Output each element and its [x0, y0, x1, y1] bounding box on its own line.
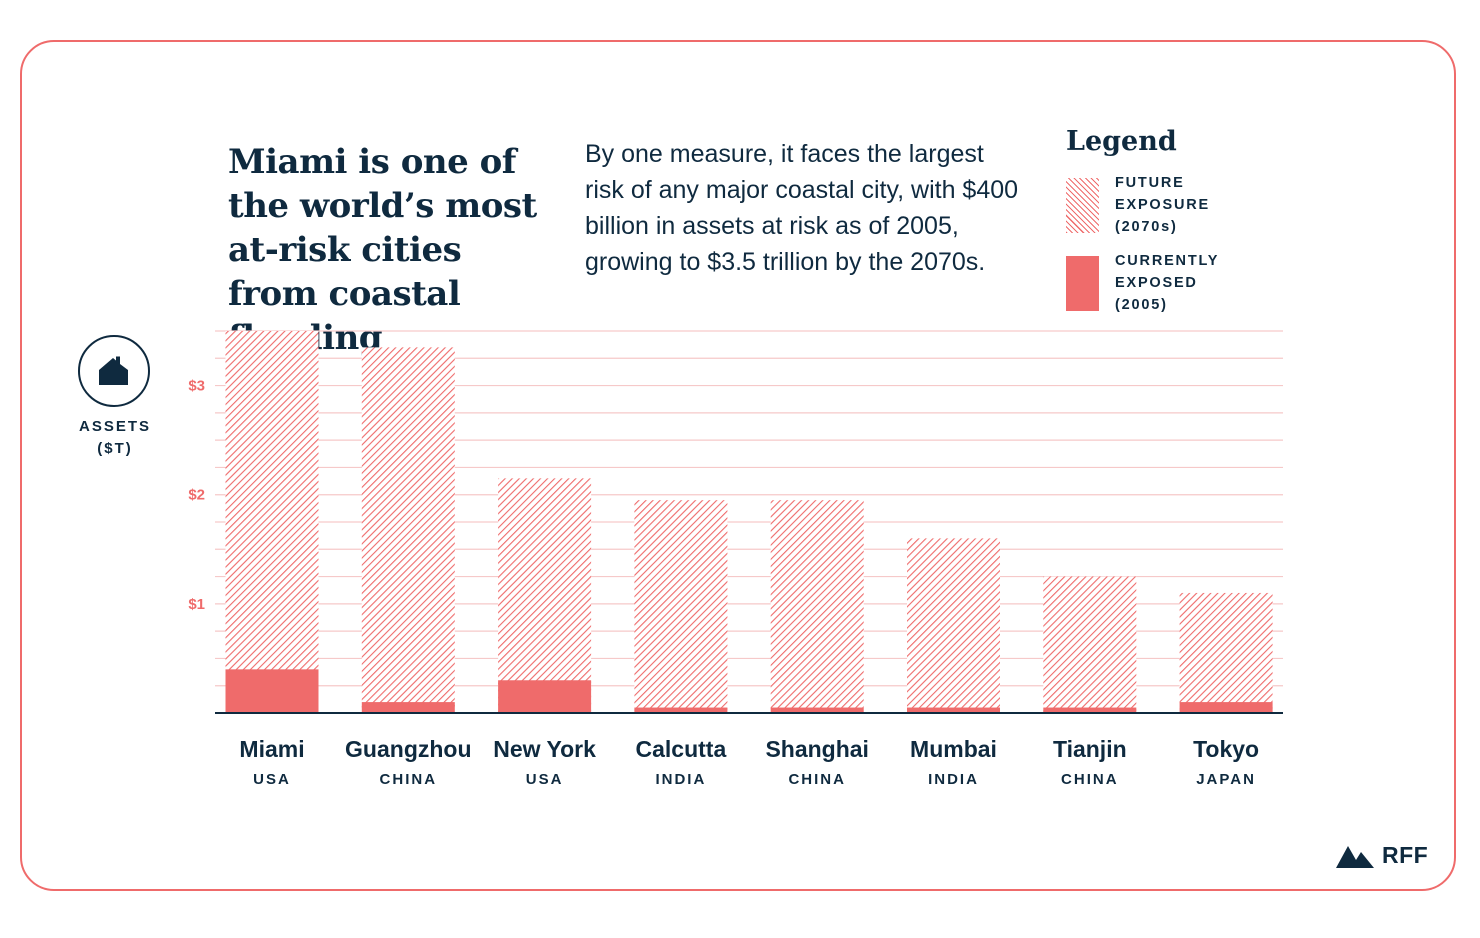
legend-current-line-1: CURRENTLY — [1115, 253, 1220, 269]
y-tick-label: $2 — [188, 487, 205, 504]
legend-future-line-2: EXPOSURE — [1115, 197, 1210, 213]
legend-future-line-1: FUTURE — [1115, 175, 1185, 191]
category-label: Shanghai — [765, 736, 869, 762]
bar-future-exposure — [361, 347, 455, 713]
category-label: Tianjin — [1053, 736, 1127, 762]
category-label: Guangzhou — [345, 736, 471, 762]
brand-logo-text: RFF — [1382, 842, 1429, 868]
category-label: Tokyo — [1193, 736, 1259, 762]
category-label: New York — [493, 736, 596, 762]
y-axis-label-line-1: ASSETS — [78, 418, 151, 435]
bar-current-exposure — [770, 707, 864, 713]
category-label: Miami — [239, 736, 304, 762]
country-label: CHINA — [788, 771, 846, 788]
bar-future-exposure — [1179, 592, 1273, 713]
country-label: JAPAN — [1196, 771, 1256, 788]
y-tick-label: $1 — [188, 596, 205, 613]
house-icon — [99, 356, 128, 385]
legend-current-line-3: (2005) — [1115, 297, 1168, 313]
legend-title: Legend — [1066, 126, 1177, 157]
category-label: Calcutta — [636, 736, 727, 762]
legend-current-line-2: EXPOSED — [1115, 275, 1198, 291]
bar-future-exposure — [1043, 576, 1137, 713]
category-label: Mumbai — [910, 736, 997, 762]
card-frame — [20, 40, 1456, 891]
y-axis-label: ASSETS ($T) — [60, 416, 170, 460]
assets-icon-circle — [78, 335, 150, 407]
legend-swatch-current — [1066, 256, 1099, 311]
country-label: USA — [253, 771, 291, 788]
country-label: CHINA — [1061, 771, 1119, 788]
bar-current-exposure — [1043, 707, 1137, 713]
category-labels: Miami USA Guangzhou CHINA New York USA Calcutt… — [239, 736, 1259, 788]
bar-current-exposure — [1179, 702, 1273, 713]
bar-future-exposure — [907, 538, 1000, 713]
y-tick-label: $3 — [188, 378, 205, 395]
bars — [215, 331, 1283, 714]
country-label: INDIA — [928, 771, 979, 788]
bar-future-exposure — [634, 500, 728, 713]
legend-future-line-3: (2070s) — [1115, 219, 1178, 235]
bar-future-exposure — [770, 500, 864, 713]
bar-current-exposure — [361, 702, 455, 713]
country-label: CHINA — [380, 771, 438, 788]
bar-future-exposure — [225, 331, 319, 713]
legend-swatch-future — [1066, 178, 1099, 233]
legend-label-future: FUTURE EXPOSURE (2070s) — [1115, 172, 1275, 238]
country-label: USA — [526, 771, 564, 788]
bar-current-exposure — [907, 707, 1000, 713]
bar-future-exposure — [498, 478, 592, 713]
chart-subtext: By one measure, it faces the largest ris… — [585, 140, 1019, 276]
y-tick-labels: $1 $2 $3 — [188, 378, 205, 613]
country-label: INDIA — [655, 771, 706, 788]
mountain-logo-icon — [1336, 846, 1374, 868]
legend-label-current: CURRENTLY EXPOSED (2005) — [1115, 250, 1275, 316]
bar-current-exposure — [225, 669, 319, 713]
bar-current-exposure — [634, 707, 728, 713]
y-axis-label-line-2: ($T) — [97, 440, 133, 457]
bar-current-exposure — [498, 680, 592, 713]
